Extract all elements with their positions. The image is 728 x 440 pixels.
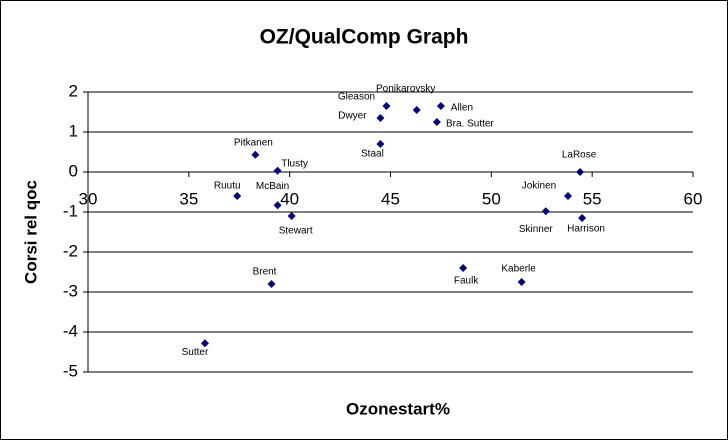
- point-label: Ponikarovsky: [376, 84, 435, 95]
- point: [267, 280, 276, 288]
- point-label: Ruutu: [214, 181, 241, 192]
- x-tick-label: 35: [179, 189, 198, 208]
- point-label: Jokinen: [522, 181, 556, 192]
- point: [576, 168, 585, 176]
- y-tick-label: -2: [63, 241, 78, 260]
- point-label: Brent: [253, 267, 277, 278]
- point-label: Kaberle: [501, 264, 536, 275]
- x-tick-label: 40: [280, 189, 299, 208]
- y-tick-label: 2: [69, 81, 78, 100]
- point-label: Pitkanen: [234, 137, 273, 148]
- point-label: Bra. Sutter: [446, 119, 494, 130]
- x-tick-label: 45: [381, 189, 400, 208]
- x-tick-label: 50: [482, 189, 501, 208]
- y-tick-label: -3: [63, 281, 78, 300]
- point: [382, 102, 391, 110]
- x-tick-label: 30: [79, 189, 98, 208]
- point-label: Staal: [361, 149, 384, 160]
- point-label: Faulk: [454, 276, 479, 287]
- point: [432, 118, 441, 126]
- point: [287, 212, 296, 220]
- point: [376, 140, 385, 148]
- point-label: Stewart: [279, 226, 313, 237]
- point: [578, 214, 587, 222]
- chart-title: OZ/QualComp Graph: [260, 26, 469, 49]
- point: [563, 192, 572, 200]
- y-tick-label: -1: [63, 201, 78, 220]
- point: [273, 166, 282, 175]
- y-tick-label: -5: [63, 361, 78, 380]
- point: [251, 150, 260, 159]
- point-label: Skinner: [519, 224, 554, 235]
- point: [200, 339, 209, 348]
- point: [273, 201, 282, 210]
- x-axis-label: Ozonestart%: [346, 399, 450, 418]
- point: [517, 278, 526, 286]
- y-axis-label: Corsi rel qoc: [21, 180, 40, 284]
- x-tick-label: 60: [684, 189, 703, 208]
- point-label: Tlusty: [281, 158, 308, 169]
- point: [541, 207, 550, 216]
- point-label: Gleason: [338, 92, 375, 103]
- x-tick-label: 55: [583, 189, 602, 208]
- y-tick-label: 1: [69, 121, 78, 140]
- y-tick-label: -4: [63, 321, 78, 340]
- point-label: McBain: [256, 181, 289, 192]
- point-label: Harrison: [567, 224, 605, 235]
- point-label: LaRose: [562, 150, 597, 161]
- point: [233, 192, 242, 200]
- point: [436, 102, 445, 110]
- point: [412, 106, 421, 114]
- point: [376, 114, 385, 122]
- point-label: Sutter: [182, 347, 209, 358]
- point-label: Dwyer: [338, 111, 367, 122]
- point-label: Allen: [451, 103, 473, 114]
- y-tick-label: 0: [69, 161, 78, 180]
- point: [459, 264, 468, 272]
